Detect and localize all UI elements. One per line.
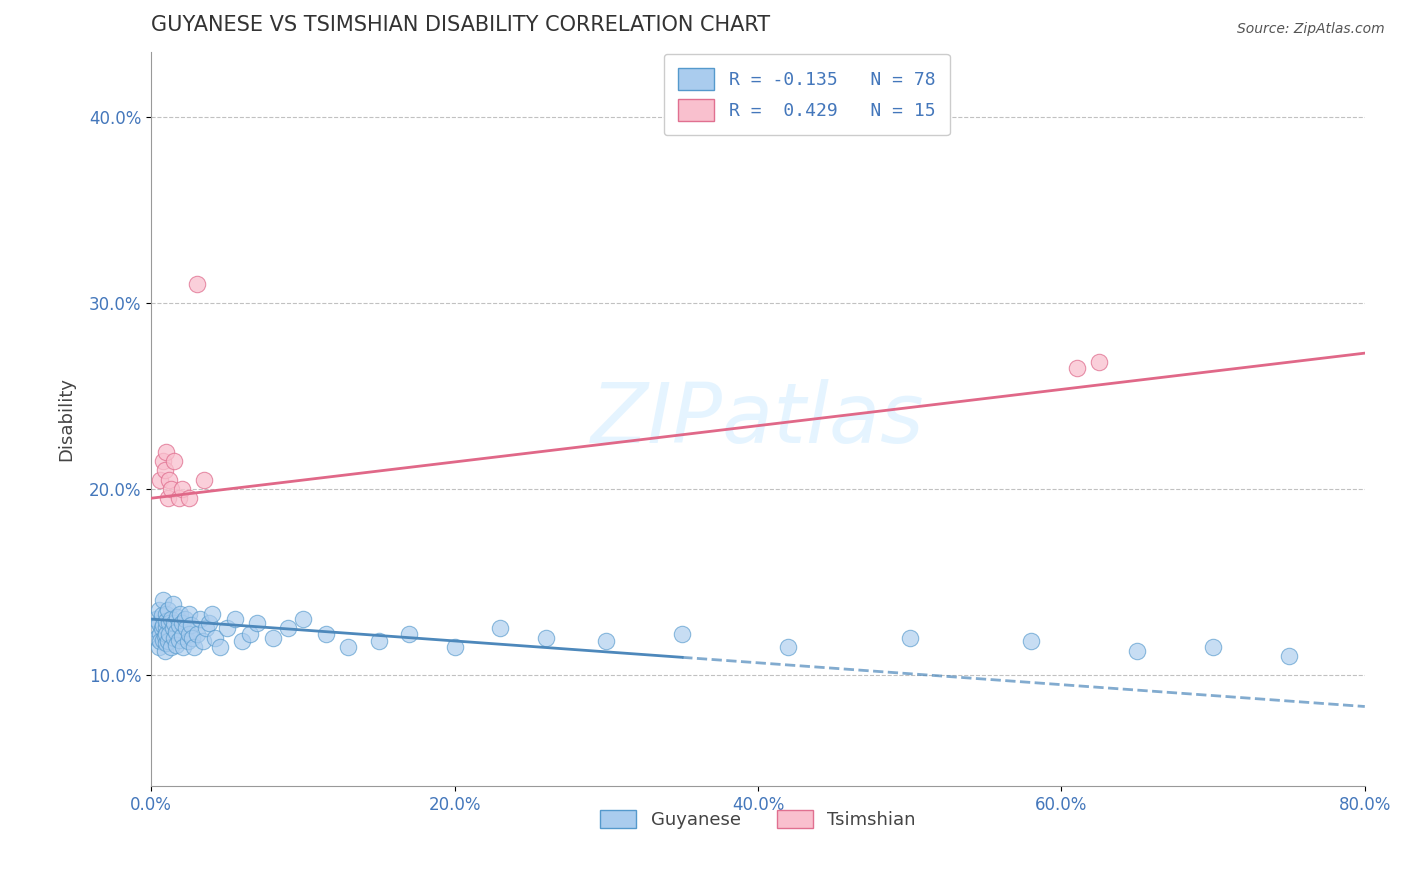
Point [159,615,181,630]
Point [167,632,190,647]
Point [148,615,170,630]
Point [150,608,173,623]
Point [1278,649,1301,664]
Point [246,615,269,630]
Point [170,482,193,496]
Point [166,610,188,624]
Point [165,625,187,640]
Text: Source: ZipAtlas.com: Source: ZipAtlas.com [1237,22,1385,37]
Point [159,627,181,641]
Point [671,627,693,641]
Text: GUYANESE VS TSIMSHIAN DISABILITY CORRELATION CHART: GUYANESE VS TSIMSHIAN DISABILITY CORRELA… [152,15,770,35]
Point [1088,355,1111,369]
Point [208,640,231,654]
Point [149,627,172,641]
Point [239,627,262,641]
Point [167,617,190,632]
Point [156,634,179,648]
Point [231,634,253,648]
Point [898,631,921,645]
Point [153,629,176,643]
Point [159,473,181,487]
Point [156,603,179,617]
Point [204,631,226,645]
Point [149,634,172,648]
Point [148,640,170,654]
Point [181,631,204,645]
Y-axis label: Disability: Disability [58,377,75,461]
Point [778,640,800,654]
Point [367,634,389,648]
Point [165,638,187,652]
Point [150,621,173,635]
Point [152,454,174,468]
Point [186,277,208,292]
Point [193,473,215,487]
Point [534,631,557,645]
Point [191,634,214,648]
Point [1066,361,1088,376]
Point [443,640,465,654]
Point [277,621,299,635]
Point [146,631,169,645]
Point [160,482,183,496]
Point [224,612,246,626]
Point [155,607,177,621]
Point [1126,643,1149,657]
Point [180,617,202,632]
Point [152,593,174,607]
Point [160,612,183,626]
Point [489,621,512,635]
Point [337,640,360,654]
Point [155,627,177,641]
Point [155,636,177,650]
Point [163,454,186,468]
Point [595,634,617,648]
Point [148,603,170,617]
Point [163,631,186,645]
Point [188,612,211,626]
Point [179,491,201,506]
Point [398,627,420,641]
Point [155,444,177,458]
Point [167,491,190,506]
Point [149,473,172,487]
Point [198,615,221,630]
Point [217,621,239,635]
Point [186,627,208,641]
Point [170,615,193,630]
Point [152,617,174,632]
Point [1019,634,1042,648]
Text: ZIPatlas: ZIPatlas [592,379,925,459]
Legend: Guyanese, Tsimshian: Guyanese, Tsimshian [593,803,924,836]
Point [179,607,201,621]
Point [262,631,284,645]
Point [173,612,195,626]
Point [153,463,176,477]
Point [163,615,186,630]
Point [152,632,174,647]
Point [170,629,193,643]
Point [155,619,177,633]
Point [176,634,198,648]
Point [156,491,179,506]
Point [153,643,176,657]
Point [315,627,337,641]
Point [194,621,217,635]
Point [162,621,184,635]
Point [179,627,201,641]
Point [291,612,314,626]
Point [183,640,205,654]
Point [162,597,184,611]
Point [172,640,194,654]
Point [201,607,224,621]
Point [145,612,167,626]
Point [155,614,177,628]
Point [160,640,183,654]
Point [174,621,197,635]
Point [169,607,191,621]
Point [143,621,166,635]
Point [1202,640,1225,654]
